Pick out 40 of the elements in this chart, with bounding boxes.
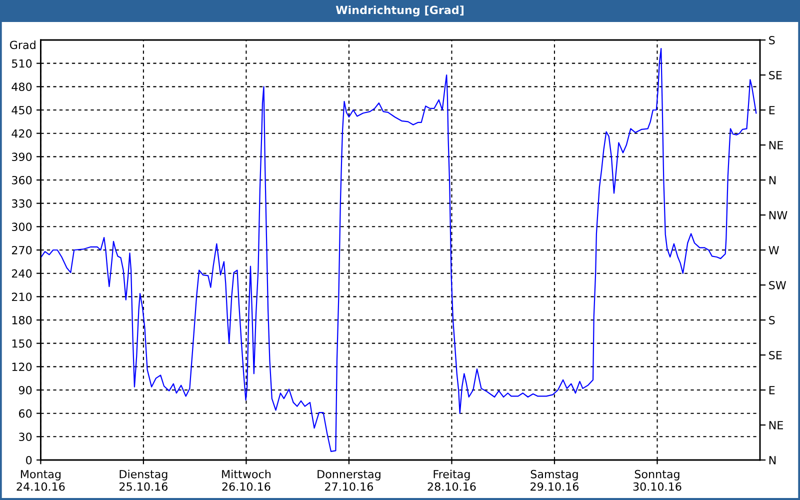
category-label: NE <box>769 421 783 430</box>
x-tick-label: Mittwoch 26.10.16 <box>222 470 270 491</box>
y-tick-label: 240 <box>12 269 32 278</box>
y-tick-label: 360 <box>12 176 32 184</box>
category-label: S <box>769 36 775 44</box>
y-tick-label: 270 <box>12 246 32 254</box>
x-tick-label: Dienstag 25.10.16 <box>120 470 168 491</box>
category-label: E <box>769 386 775 394</box>
y-tick-label: 450 <box>12 106 32 114</box>
y-tick-label: 180 <box>12 316 32 324</box>
y-axis-title: Grad <box>10 40 36 50</box>
y-tick-label: 510 <box>12 59 32 68</box>
x-tick-label: Samstag 29.10.16 <box>530 470 579 491</box>
y-tick-label: 150 <box>12 339 32 348</box>
category-label: NE <box>769 141 783 150</box>
y-tick-label: 390 <box>12 152 32 162</box>
y-tick-label: 90 <box>18 386 32 394</box>
y-tick-label: 30 <box>19 432 32 442</box>
chart-title: Windrichtung [Grad] <box>336 6 464 16</box>
category-label: SE <box>769 350 782 360</box>
category-label: E <box>769 106 775 114</box>
y-tick-label: 60 <box>19 409 32 418</box>
x-tick-label: Sonntag 30.10.16 <box>633 470 682 491</box>
y-tick-label: 420 <box>12 129 32 138</box>
category-label: N <box>769 456 776 464</box>
y-tick-label: 330 <box>12 199 32 208</box>
category-label: S <box>769 316 775 324</box>
y-tick-label: 0 <box>26 456 32 464</box>
y-tick-label: 210 <box>12 292 32 302</box>
category-label: N <box>769 176 776 184</box>
category-label: W <box>768 246 779 254</box>
category-label: SE <box>769 70 782 80</box>
x-tick-label: Montag 24.10.16 <box>16 470 65 491</box>
x-tick-label: Freitag 28.10.16 <box>428 470 476 491</box>
y-tick-label: 300 <box>12 222 32 232</box>
category-label: SW <box>769 280 786 290</box>
y-tick-label: 480 <box>12 82 32 92</box>
y-tick-label: 120 <box>12 362 32 372</box>
x-tick-label: Donnerstag 27.10.16 <box>318 470 380 491</box>
category-label: NW <box>769 211 788 220</box>
